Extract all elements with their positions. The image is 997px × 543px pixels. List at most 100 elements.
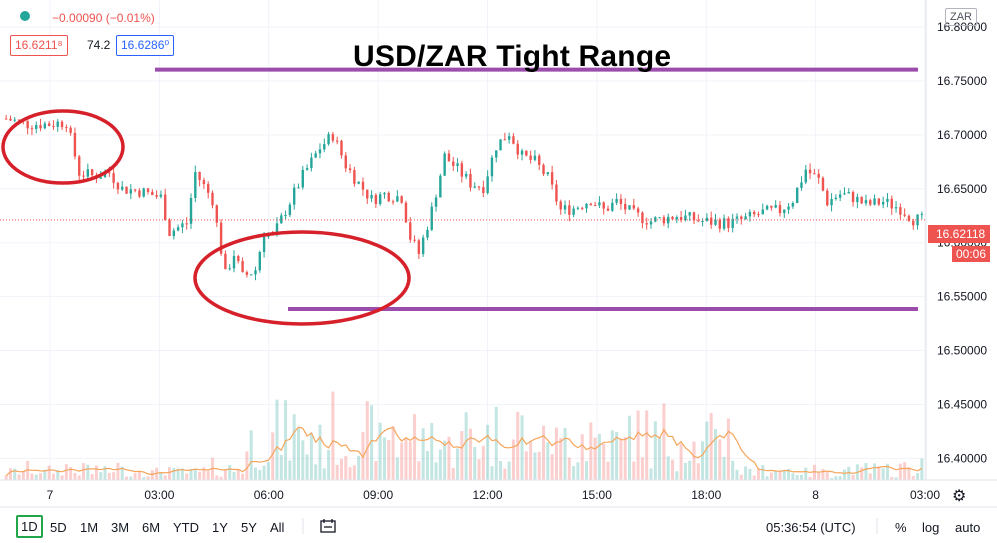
time-tick-label: 8 [812,488,819,502]
candle-body [709,217,713,225]
candle-body [770,205,773,208]
timeframe-5d-button[interactable]: 5D [50,520,67,535]
volume-bar [494,406,498,480]
candle-body [589,203,593,206]
volume-bar [787,468,791,480]
calendar-range-icon[interactable] [320,518,336,534]
candle-body [697,220,700,222]
volume-bar [348,467,352,480]
volume-bar [60,475,64,480]
volume-bar [898,463,902,480]
timeframe-all-button[interactable]: All [270,520,285,535]
candle-body [611,202,614,211]
volume-bar [593,437,597,480]
volume-bar [769,472,773,480]
candle-body [189,197,193,224]
candle-body [443,153,446,176]
volume-bar [868,473,872,480]
volume-bar [881,468,885,480]
volume-bar [511,439,515,480]
candle-body [99,177,102,179]
candle-body [761,209,764,215]
volume-bar [305,454,309,480]
candle-body [383,192,386,195]
candle-body [606,208,610,211]
candle-body [881,201,885,205]
volume-bar [236,470,240,480]
candle-body [215,205,219,223]
candle-body [146,188,150,192]
timeframe-1y-button[interactable]: 1Y [212,520,228,535]
bid-price-button[interactable]: 16.6211⁸ [10,35,68,56]
volume-bar [640,457,644,480]
log-scale-button[interactable]: log [922,520,940,535]
candle-body [421,237,425,254]
candle-body [133,189,137,191]
volume-bar [133,473,137,480]
volume-bar [137,471,141,480]
timeframe-5y-button[interactable]: 5Y [241,520,257,535]
volume-bar [206,470,210,480]
candle-body [645,223,648,225]
volume-bar [722,456,726,480]
volume-bar [920,458,924,480]
currency-badge[interactable]: ZAR [945,8,977,26]
gear-icon[interactable]: ⚙ [952,488,967,505]
price-tick-label: 16.70000 [937,128,987,142]
volume-bar [748,468,752,480]
volume-bar [73,473,77,480]
percent-scale-button[interactable]: % [895,520,907,535]
candle-body [35,125,38,129]
volume-bar [503,468,507,480]
volume-bar [116,462,120,480]
timeframe-1d-button[interactable]: 1D [16,515,43,538]
volume-bar [451,468,455,480]
candle-body [138,190,141,197]
volume-bar [374,461,378,480]
utc-clock[interactable]: 05:36:54 (UTC) [766,520,856,535]
timeframe-ytd-button[interactable]: YTD [173,520,199,535]
timeframe-1m-button[interactable]: 1M [80,520,99,535]
volume-bar [17,474,21,480]
candle-body [90,169,94,176]
candle-body [748,211,752,217]
candle-body [348,168,352,171]
volume-bar [69,467,73,480]
time-axis: 7 03:00 06:00 09:00 12:00 15:00 18:00 8 03:00 [47,488,941,502]
candle-body [529,155,532,160]
candle-body [679,217,683,221]
price-tick-label: 16.65000 [937,182,987,196]
candle-body [258,252,261,271]
candle-body [826,190,829,206]
candle-body [125,186,128,194]
candle-body [714,219,717,225]
ask-price-button[interactable]: 16.6286⁰ [116,35,175,56]
candle-body [869,200,872,205]
candle-body [164,194,167,221]
volume-bar [232,471,236,480]
candle-body [305,168,309,170]
volume-bar [653,421,657,480]
volume-bar [447,436,451,480]
auto-scale-button[interactable]: auto [955,520,981,535]
candle-body [843,193,846,195]
volume-bar [185,473,189,480]
candle-body [555,184,558,202]
candle-body [155,195,158,197]
candle-body [735,216,739,219]
candle-body [649,221,653,225]
volume-bar [292,414,296,480]
volume-bar [726,418,730,480]
candle-body [731,218,734,228]
timeframe-6m-button[interactable]: 6M [142,520,161,535]
volume-bar [82,463,86,480]
candle-body [464,173,468,177]
volume-bar [486,424,490,480]
candle-body [447,153,451,162]
candle-body [198,172,201,181]
volume-bar [314,464,318,480]
candle-body [705,217,709,221]
candle-body [426,229,429,238]
timeframe-3m-button[interactable]: 3M [111,520,130,535]
